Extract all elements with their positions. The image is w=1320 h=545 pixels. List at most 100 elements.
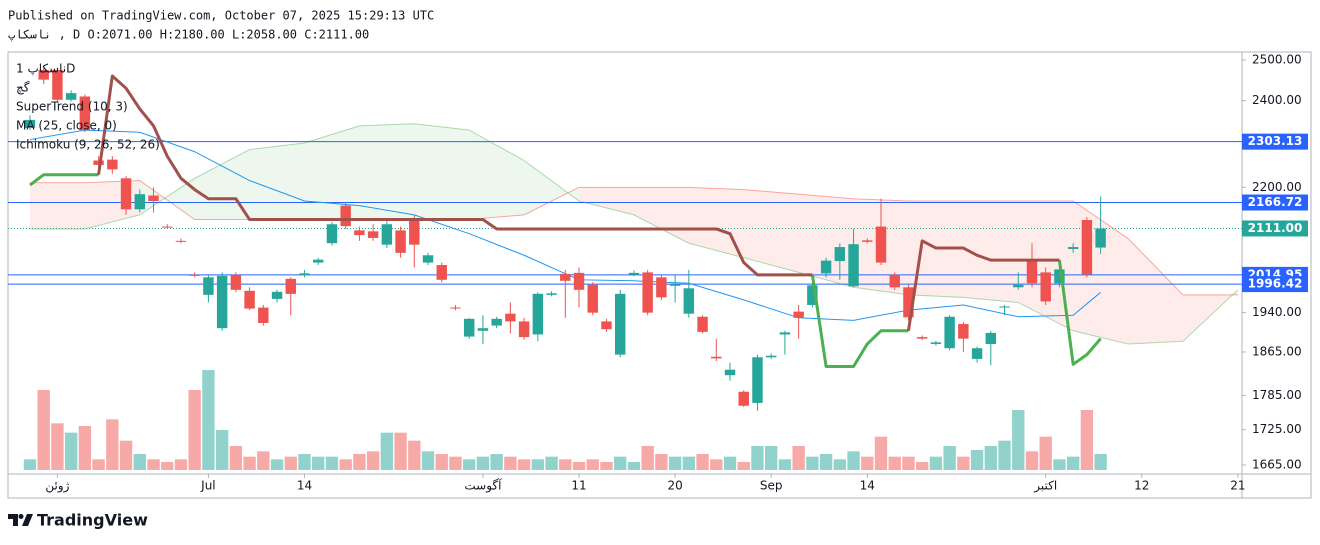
volume-bar (806, 456, 819, 470)
volume-bar (490, 454, 503, 470)
volume-bar (174, 459, 188, 470)
volume-bar (874, 436, 888, 470)
cloud-segment (469, 130, 525, 220)
published: Published on TradingView.com, October 07… (8, 9, 434, 23)
volume-bar (92, 459, 105, 470)
level-label: 2111.00 (1248, 221, 1303, 235)
candle-body (669, 284, 681, 286)
overlay: ناسکاپ 1D گچ SuperTrend (10, 3) MA (25, … (16, 62, 160, 152)
candle-body (683, 288, 695, 314)
y-tick-label: 1940.00 (1252, 305, 1302, 319)
cloud-segment (963, 201, 1019, 303)
legend-ma: MA (25, close, 0) (16, 119, 117, 133)
candle-body (326, 224, 338, 244)
cloud-segment (29, 182, 85, 229)
candle-body (354, 230, 365, 236)
volume-bar (559, 459, 572, 470)
candle-body (299, 273, 310, 275)
volume-bar (929, 456, 943, 470)
volume-bar (270, 459, 284, 470)
supertrend-down (97, 74, 1060, 332)
cloud-segment (139, 178, 195, 220)
candle-body (1026, 261, 1038, 284)
volume-bar (215, 430, 229, 470)
legend-supertrend: SuperTrend (10, 3) (16, 100, 128, 114)
candle-body (628, 272, 640, 275)
candle-body (779, 332, 791, 335)
volume-bar (394, 432, 407, 470)
y-tick-label: 1665.00 (1252, 457, 1302, 471)
candle-body (422, 255, 434, 263)
candle-body (24, 119, 36, 128)
volume-bar (78, 426, 92, 470)
level-label: 1996.42 (1248, 277, 1303, 291)
candle-body (367, 231, 379, 238)
volume-bar (627, 462, 641, 470)
volume-bar (586, 459, 599, 470)
y-tick-label: 1865.00 (1252, 344, 1302, 358)
volume-bar (1080, 410, 1094, 470)
candle-body (491, 318, 502, 326)
volume-bar (325, 456, 339, 470)
candle-body (450, 307, 461, 309)
level-label: 2166.72 (1248, 195, 1303, 209)
candle-body (903, 287, 914, 318)
volume-bar (545, 456, 558, 470)
cloud-segment (688, 187, 744, 258)
candle-body (697, 316, 708, 332)
volume-bar (765, 446, 778, 470)
x-tick-label: آگوست (464, 478, 502, 494)
volume-bar (710, 459, 723, 470)
volume-bar (147, 459, 160, 470)
candle-body (958, 324, 969, 339)
legend-name: گچ (16, 81, 30, 95)
candle-body (916, 337, 928, 339)
cloud-segment (249, 143, 305, 220)
candle-body (793, 311, 804, 318)
volume-bar (915, 462, 929, 470)
candle-body (65, 93, 77, 100)
candle-body (862, 240, 873, 242)
candle-body (93, 160, 104, 165)
candle-body (271, 291, 283, 299)
candle-body (1067, 247, 1079, 249)
volume-bar (1094, 454, 1107, 470)
candle-body (203, 277, 214, 295)
volume-bar (161, 462, 174, 470)
x-tick-label: 20 (667, 479, 682, 493)
volume-bar (298, 454, 311, 470)
candle-body (971, 348, 983, 359)
volume-bar (600, 462, 613, 470)
candle-body (381, 224, 393, 245)
x-tick-label: ژوئن (45, 479, 69, 494)
x-tick-label: 21 (1230, 479, 1245, 493)
volume-bar (476, 456, 490, 470)
candle-body (463, 318, 475, 337)
candle-body (1040, 272, 1051, 302)
volume-bar (408, 440, 421, 470)
volume-bar (64, 432, 78, 470)
volume-bar (614, 456, 627, 470)
candle-body (409, 219, 420, 245)
candle-body (1081, 220, 1093, 275)
volume-bar (23, 459, 37, 470)
volume-bar (1053, 459, 1066, 470)
candle-body (738, 391, 749, 406)
volume-bar (847, 451, 860, 470)
candle-body (79, 96, 91, 131)
x-tick-label: 14 (297, 479, 312, 493)
ohlc: ناسکاپ , D O:2071.00 H:2180.00 L:2058.00… (8, 28, 369, 42)
volume-bar (312, 456, 325, 470)
volume-bar (504, 456, 517, 470)
cloud-segment (414, 123, 470, 220)
candle-body (436, 265, 447, 280)
candle-body (752, 357, 763, 403)
volume-bar (984, 446, 997, 470)
candle-body (216, 275, 228, 329)
volume-bar (751, 446, 764, 470)
cloud-span-b (29, 180, 1238, 296)
volume-bar (792, 446, 805, 470)
volume-bar (682, 456, 696, 470)
level-label-box (1242, 220, 1308, 237)
